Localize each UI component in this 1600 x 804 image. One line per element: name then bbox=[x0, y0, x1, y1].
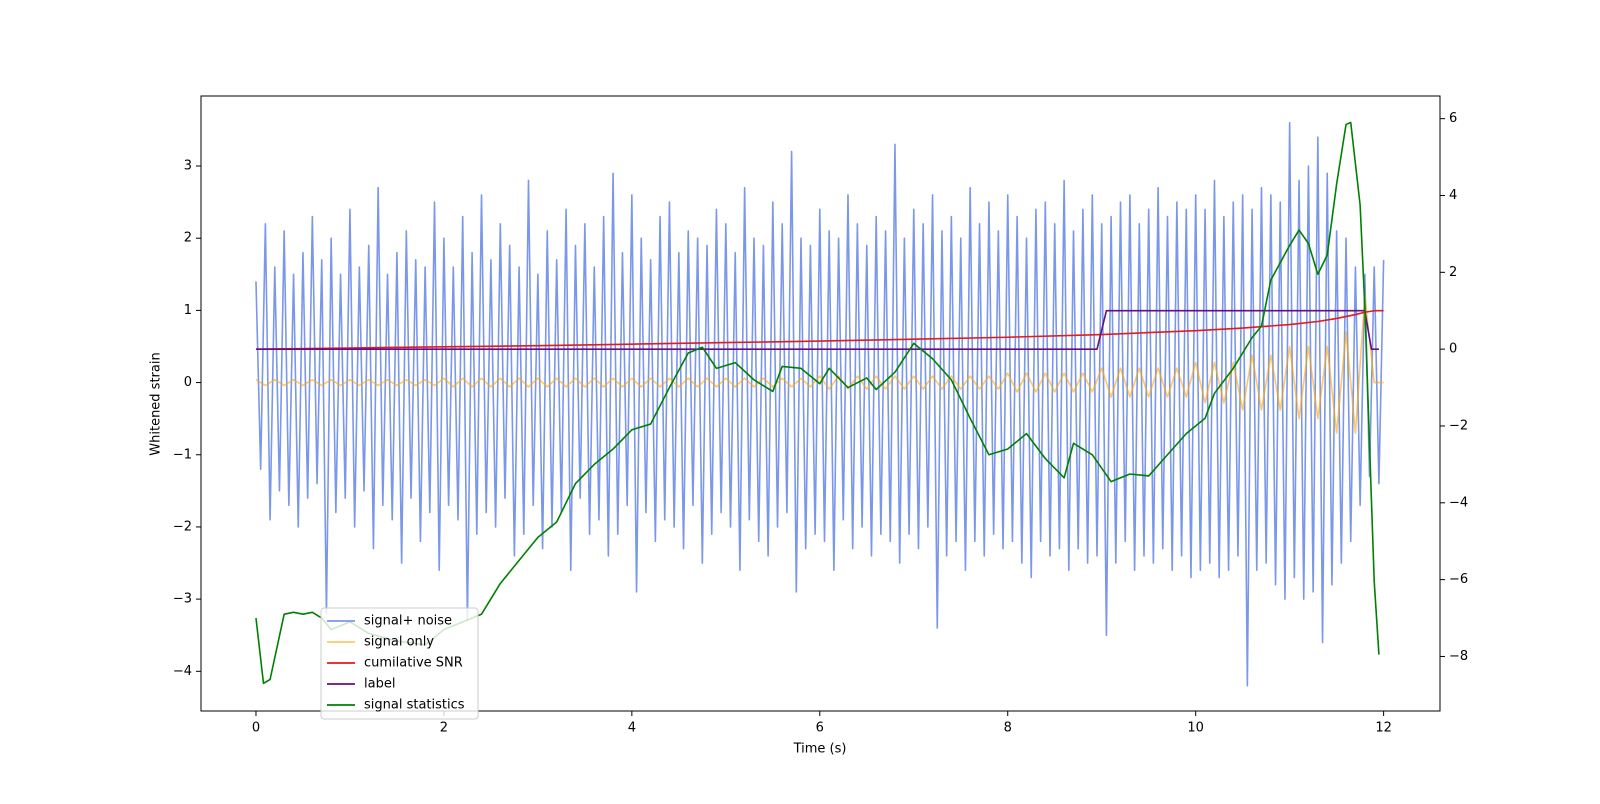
x-tick-label: 6 bbox=[816, 721, 824, 736]
y-tick-label: 0 bbox=[184, 375, 192, 390]
y2-tick-label: −2 bbox=[1449, 418, 1468, 433]
y-tick-label: 3 bbox=[184, 159, 192, 174]
legend-label: cumilative SNR bbox=[364, 656, 463, 671]
y2-tick-label: −4 bbox=[1449, 495, 1468, 510]
legend: signal+ noise signal only cumilative SNR la… bbox=[320, 607, 479, 720]
y2-tick-label: 4 bbox=[1449, 188, 1457, 203]
series-line bbox=[255, 309, 1379, 350]
x-axis-label: Time (s) bbox=[793, 742, 847, 757]
y2-tick-label: −6 bbox=[1449, 572, 1468, 587]
y2-tick-label: 2 bbox=[1449, 265, 1457, 280]
y-tick-label: −4 bbox=[173, 664, 192, 679]
y-tick-label: −2 bbox=[173, 519, 192, 534]
y-tick-label: 2 bbox=[184, 231, 192, 246]
x-tick-label: 2 bbox=[440, 721, 448, 736]
y2-tick-label: 0 bbox=[1449, 342, 1457, 357]
y-tick-label: 1 bbox=[184, 303, 192, 318]
y-axis-label: Whitened strain bbox=[149, 352, 164, 455]
legend-box bbox=[320, 607, 479, 720]
y-tick-label: −1 bbox=[173, 447, 192, 462]
legend-label: signal statistics bbox=[364, 698, 465, 713]
x-tick-label: 8 bbox=[1004, 721, 1012, 736]
y2-tick-label: 6 bbox=[1449, 111, 1457, 126]
legend-label: signal+ noise bbox=[364, 614, 452, 629]
legend-label: signal only bbox=[364, 635, 434, 650]
y2-tick-label: −8 bbox=[1449, 649, 1468, 664]
legend-label: label bbox=[364, 677, 395, 692]
plot-frame bbox=[200, 95, 1441, 712]
x-tick-label: 0 bbox=[252, 721, 260, 736]
x-tick-label: 12 bbox=[1375, 721, 1392, 736]
series-line bbox=[255, 309, 1384, 350]
y-tick-label: −3 bbox=[173, 592, 192, 607]
series-line bbox=[255, 121, 1385, 687]
x-tick-label: 10 bbox=[1187, 721, 1204, 736]
series-line bbox=[255, 295, 1384, 434]
x-tick-label: 4 bbox=[628, 721, 636, 736]
